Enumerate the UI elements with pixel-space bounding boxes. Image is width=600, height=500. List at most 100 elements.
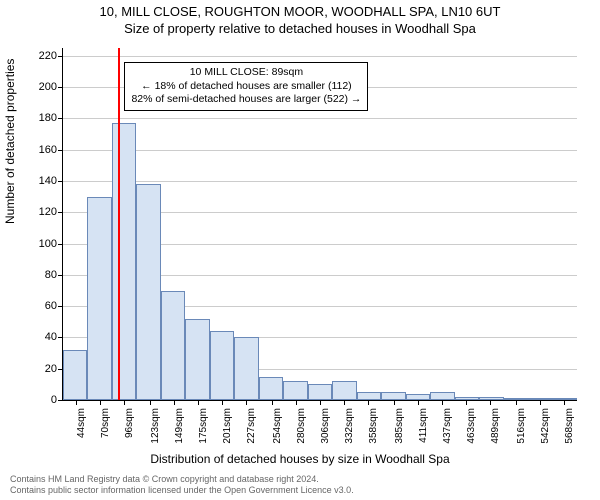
title-line-1: 10, MILL CLOSE, ROUGHTON MOOR, WOODHALL … [0, 4, 600, 21]
ytick-mark [58, 56, 63, 57]
ytick-label: 80 [45, 269, 57, 281]
xtick-label: 96sqm [124, 408, 135, 438]
histogram-bar [381, 392, 405, 400]
plot-area: 10 MILL CLOSE: 89sqm ← 18% of detached h… [62, 48, 577, 401]
ytick-mark [58, 275, 63, 276]
histogram-bar [430, 392, 454, 400]
xtick-mark [100, 400, 101, 405]
xtick-label: 358sqm [368, 408, 379, 444]
ytick-mark [58, 181, 63, 182]
reference-line [118, 48, 120, 400]
histogram-bar [332, 381, 356, 400]
xtick-mark [150, 400, 151, 405]
footer: Contains HM Land Registry data © Crown c… [10, 474, 590, 496]
ytick-label: 100 [39, 238, 57, 250]
xtick-label: 516sqm [516, 408, 527, 444]
gridline [63, 150, 577, 151]
ytick-mark [58, 87, 63, 88]
histogram-bar [357, 392, 381, 400]
ytick-mark [58, 400, 63, 401]
xtick-label: 149sqm [174, 408, 185, 444]
annotation-line-2: ← 18% of detached houses are smaller (11… [131, 80, 361, 94]
xtick-mark [516, 400, 517, 405]
xtick-mark [540, 400, 541, 405]
xtick-label: 463sqm [466, 408, 477, 444]
annotation-line-3: 82% of semi-detached houses are larger (… [131, 93, 361, 107]
footer-line-2: Contains public sector information licen… [10, 485, 590, 496]
ytick-mark [58, 150, 63, 151]
footer-line-1: Contains HM Land Registry data © Crown c… [10, 474, 590, 485]
x-axis-label: Distribution of detached houses by size … [0, 452, 600, 466]
xtick-label: 201sqm [222, 408, 233, 444]
xtick-mark [490, 400, 491, 405]
histogram-bar [112, 123, 136, 400]
xtick-mark [320, 400, 321, 405]
xtick-label: 385sqm [394, 408, 405, 444]
histogram-bar [234, 337, 258, 400]
gridline [63, 181, 577, 182]
ytick-label: 180 [39, 112, 57, 124]
ytick-label: 40 [45, 331, 57, 343]
xtick-label: 254sqm [272, 408, 283, 444]
histogram-bar [185, 319, 209, 400]
ytick-label: 140 [39, 175, 57, 187]
xtick-label: 411sqm [418, 408, 429, 443]
histogram-bar [479, 397, 503, 400]
histogram-bar [87, 197, 111, 400]
histogram-bar [553, 398, 577, 400]
xtick-label: 489sqm [490, 408, 501, 444]
xtick-mark [466, 400, 467, 405]
xtick-label: 175sqm [198, 408, 209, 444]
ytick-label: 120 [39, 206, 57, 218]
histogram-bar [161, 291, 185, 401]
ytick-mark [58, 306, 63, 307]
annotation-line-1: 10 MILL CLOSE: 89sqm [131, 66, 361, 80]
annotation-box: 10 MILL CLOSE: 89sqm ← 18% of detached h… [124, 62, 368, 111]
ytick-mark [58, 118, 63, 119]
ytick-mark [58, 244, 63, 245]
ytick-label: 0 [51, 394, 57, 406]
histogram-bar [210, 331, 234, 400]
xtick-mark [394, 400, 395, 405]
xtick-mark [442, 400, 443, 405]
xtick-label: 542sqm [540, 408, 551, 444]
gridline [63, 118, 577, 119]
xtick-mark [222, 400, 223, 405]
xtick-label: 123sqm [150, 408, 161, 444]
xtick-label: 280sqm [296, 408, 307, 444]
xtick-label: 44sqm [76, 408, 87, 438]
title-block: 10, MILL CLOSE, ROUGHTON MOOR, WOODHALL … [0, 0, 600, 38]
histogram-bar [63, 350, 87, 400]
ytick-label: 60 [45, 300, 57, 312]
ytick-mark [58, 212, 63, 213]
xtick-label: 306sqm [320, 408, 331, 444]
ytick-label: 220 [39, 50, 57, 62]
histogram-bar [504, 398, 528, 400]
histogram-bar [455, 397, 479, 400]
y-axis-label: Number of detached properties [3, 59, 17, 224]
histogram-bar [528, 398, 552, 400]
xtick-label: 227sqm [246, 408, 257, 444]
ytick-label: 20 [45, 363, 57, 375]
ytick-label: 160 [39, 144, 57, 156]
xtick-mark [344, 400, 345, 405]
xtick-label: 437sqm [442, 408, 453, 444]
title-line-2: Size of property relative to detached ho… [0, 21, 600, 38]
xtick-mark [246, 400, 247, 405]
histogram-bar [406, 394, 430, 400]
xtick-mark [174, 400, 175, 405]
histogram-bar [308, 384, 332, 400]
xtick-mark [76, 400, 77, 405]
xtick-label: 332sqm [344, 408, 355, 444]
xtick-mark [124, 400, 125, 405]
chart-container: 10, MILL CLOSE, ROUGHTON MOOR, WOODHALL … [0, 0, 600, 500]
gridline [63, 56, 577, 57]
xtick-mark [272, 400, 273, 405]
histogram-bar [136, 184, 160, 400]
ytick-mark [58, 337, 63, 338]
xtick-label: 568sqm [564, 408, 575, 444]
xtick-mark [296, 400, 297, 405]
xtick-mark [418, 400, 419, 405]
ytick-label: 200 [39, 81, 57, 93]
xtick-mark [564, 400, 565, 405]
